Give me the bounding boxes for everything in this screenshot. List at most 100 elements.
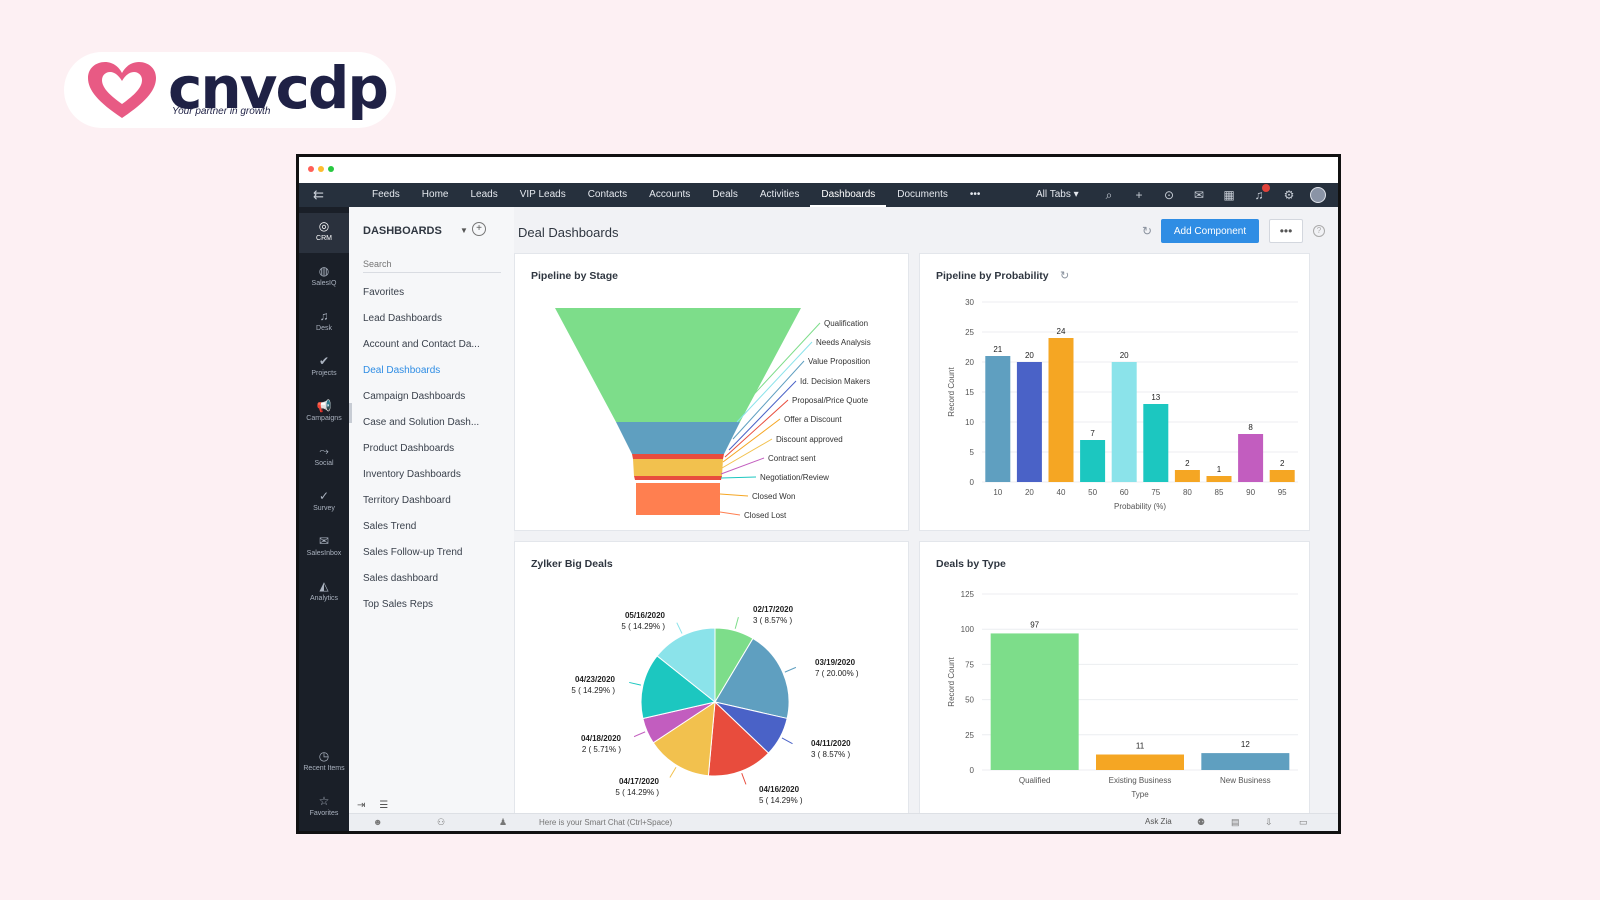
collapse-icon[interactable]: ⇥: [357, 800, 366, 811]
sidebar-item-favorites[interactable]: Favorites: [363, 287, 405, 298]
sidebar-item-case-and-solution-dash[interactable]: Case and Solution Dash...: [363, 417, 480, 428]
app-recent-items[interactable]: ◷ Recent Items: [299, 743, 349, 783]
probability-bar[interactable]: [1206, 476, 1232, 482]
avatar[interactable]: [1310, 187, 1326, 203]
probability-bar[interactable]: [985, 356, 1011, 482]
sidebar-item-inventory-dashboards[interactable]: Inventory Dashboards: [363, 469, 461, 480]
tab-deals[interactable]: Deals: [712, 189, 738, 200]
add-component-button[interactable]: Add Component: [1161, 219, 1259, 243]
probability-bar[interactable]: [1269, 470, 1295, 482]
funnel-segment[interactable]: [636, 483, 720, 515]
app-salesiq[interactable]: ◍ SalesIQ: [299, 258, 349, 298]
tab-contacts[interactable]: Contacts: [587, 189, 628, 200]
app-campaigns[interactable]: 📢 Campaigns: [299, 393, 349, 433]
tab-feeds[interactable]: Feeds: [372, 189, 400, 200]
minimize-window-button[interactable]: [318, 166, 324, 172]
type-bar[interactable]: [990, 633, 1079, 770]
chevron-down-icon[interactable]: ▼: [460, 226, 468, 235]
app-favorites[interactable]: ☆ Favorites: [299, 788, 349, 828]
app-salesinbox[interactable]: ✉ SalesInbox: [299, 528, 349, 568]
search-icon[interactable]: ⌕: [1105, 187, 1113, 202]
sidebar-item-sales-trend[interactable]: Sales Trend: [363, 521, 417, 532]
probability-bar[interactable]: [1048, 338, 1074, 482]
contacts-icon[interactable]: ♟: [499, 817, 508, 827]
list-view-icon[interactable]: ☰: [379, 800, 389, 811]
favorites-icon: ☆: [318, 794, 330, 808]
notes-icon[interactable]: ▤: [1231, 817, 1240, 827]
funnel-segment[interactable]: [555, 308, 801, 422]
sidebar-item-account-and-contact-da[interactable]: Account and Contact Da...: [363, 339, 480, 350]
close-window-button[interactable]: [308, 166, 314, 172]
refresh-icon[interactable]: ↻: [1142, 224, 1153, 238]
sidebar-item-territory-dashboard[interactable]: Territory Dashboard: [363, 495, 451, 506]
sidebar-item-top-sales-reps[interactable]: Top Sales Reps: [363, 599, 434, 610]
chart-title: Zylker Big Deals: [531, 558, 613, 570]
type-bar[interactable]: [1096, 754, 1184, 770]
funnel-stage-label: Needs Analysis: [816, 338, 871, 347]
sidebar-item-campaign-dashboards[interactable]: Campaign Dashboards: [363, 391, 466, 402]
sidebar-item-product-dashboards[interactable]: Product Dashboards: [363, 443, 455, 454]
plus-icon[interactable]: +: [1135, 188, 1143, 202]
gamepad-icon[interactable]: ⊙: [1163, 188, 1175, 202]
tab-activities[interactable]: Activities: [759, 189, 800, 200]
zia-icon[interactable]: ⚉: [1197, 817, 1206, 827]
pie-slice[interactable]: [652, 701, 716, 777]
probability-bar[interactable]: [1143, 404, 1169, 482]
desk-icon: ♫: [319, 309, 329, 323]
smart-chat-input[interactable]: [539, 814, 1139, 831]
more-options-button[interactable]: •••: [1269, 219, 1303, 243]
brand-tagline: Your partner in growth: [172, 106, 271, 117]
add-dashboard-icon[interactable]: +: [472, 222, 486, 236]
tab-more[interactable]: •••: [969, 189, 981, 200]
probability-bar[interactable]: [1238, 434, 1264, 482]
sidebar-item-lead-dashboards[interactable]: Lead Dashboards: [363, 313, 442, 324]
maximize-window-button[interactable]: [328, 166, 334, 172]
dashboard-search-input[interactable]: [363, 255, 501, 273]
pie-slice[interactable]: [707, 700, 770, 777]
app-analytics[interactable]: ◭ Analytics: [299, 573, 349, 613]
app-social[interactable]: ⤳ Social: [299, 438, 349, 478]
funnel-segment[interactable]: [633, 459, 723, 476]
channels-icon[interactable]: ⚇: [437, 817, 446, 827]
sidebar-item-deal-dashboards[interactable]: Deal Dashboards: [363, 365, 441, 376]
sidebar-item-sales-dashboard[interactable]: Sales dashboard: [363, 573, 439, 584]
tab-home[interactable]: Home: [421, 189, 449, 200]
help-icon[interactable]: ?: [1313, 225, 1325, 237]
chat-icon[interactable]: ☻: [373, 817, 383, 827]
calendar-icon[interactable]: ▦: [1223, 188, 1235, 202]
pie-slice[interactable]: [656, 627, 716, 704]
probability-bar[interactable]: [1174, 470, 1200, 482]
funnel-segment[interactable]: [634, 476, 722, 480]
pie-slice[interactable]: [640, 655, 717, 720]
type-bar[interactable]: [1201, 753, 1290, 770]
all-tabs-dropdown[interactable]: All Tabs ▾: [1036, 189, 1079, 200]
bar-value-label: 13: [1151, 393, 1160, 402]
tab-vip-leads[interactable]: VIP Leads: [519, 189, 566, 200]
menu-toggle-icon[interactable]: ⇇: [313, 187, 324, 202]
tab-dashboards[interactable]: Dashboards: [810, 183, 887, 207]
refresh-chart-icon[interactable]: ↻: [1060, 270, 1070, 282]
tab-accounts[interactable]: Accounts: [649, 189, 691, 200]
download-icon[interactable]: ⇩: [1265, 817, 1273, 827]
funnel-segment[interactable]: [632, 454, 724, 459]
mail-icon[interactable]: ✉: [1193, 188, 1205, 202]
sidebar-item-sales-follow-up-trend[interactable]: Sales Follow-up Trend: [363, 547, 463, 558]
probability-bar[interactable]: [1111, 362, 1137, 482]
app-crm[interactable]: ◎ CRM: [299, 213, 349, 253]
tab-documents[interactable]: Documents: [897, 189, 948, 200]
pie-slice-label: 02/17/2020: [753, 605, 794, 614]
probability-bar[interactable]: [1016, 362, 1042, 482]
gear-icon[interactable]: ⚙: [1283, 188, 1295, 202]
probability-bar[interactable]: [1080, 440, 1106, 482]
app-projects[interactable]: ✔ Projects: [299, 348, 349, 388]
survey-icon: ✓: [318, 489, 330, 503]
y-tick-label: 25: [965, 328, 974, 337]
ask-zia-button[interactable]: Ask Zia: [1145, 817, 1172, 826]
app-desk[interactable]: ♫ Desk: [299, 303, 349, 343]
screen-icon[interactable]: ▭: [1299, 817, 1308, 827]
bell-icon[interactable]: ♫: [1250, 184, 1270, 202]
funnel-segment[interactable]: [616, 422, 740, 454]
app-survey[interactable]: ✓ Survey: [299, 483, 349, 523]
tab-leads[interactable]: Leads: [470, 189, 498, 200]
pie-slice[interactable]: [714, 637, 790, 720]
